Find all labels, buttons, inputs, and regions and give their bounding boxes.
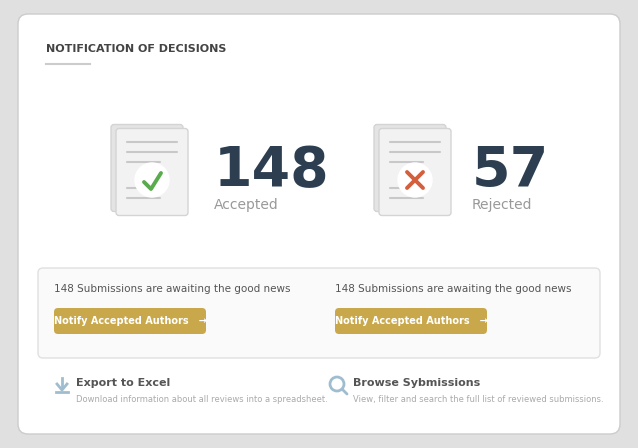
- Circle shape: [135, 163, 169, 197]
- FancyBboxPatch shape: [374, 125, 446, 211]
- Text: Export to Excel: Export to Excel: [76, 378, 170, 388]
- Text: 57: 57: [472, 144, 549, 198]
- Text: View, filter and search the full list of reviewed submissions.: View, filter and search the full list of…: [353, 395, 604, 404]
- Text: 148 Submissions are awaiting the good news: 148 Submissions are awaiting the good ne…: [54, 284, 290, 294]
- Text: Notify Accepted Authors   →: Notify Accepted Authors →: [334, 316, 487, 326]
- Text: Rejected: Rejected: [472, 198, 533, 212]
- Text: Accepted: Accepted: [214, 198, 279, 212]
- FancyBboxPatch shape: [379, 129, 451, 215]
- Text: Notify Accepted Authors   →: Notify Accepted Authors →: [54, 316, 207, 326]
- FancyBboxPatch shape: [38, 268, 600, 358]
- Text: 148: 148: [214, 144, 330, 198]
- FancyBboxPatch shape: [18, 14, 620, 434]
- Circle shape: [398, 163, 432, 197]
- FancyBboxPatch shape: [111, 125, 183, 211]
- FancyBboxPatch shape: [54, 308, 206, 334]
- Text: Browse Sybmissions: Browse Sybmissions: [353, 378, 480, 388]
- FancyBboxPatch shape: [116, 129, 188, 215]
- FancyBboxPatch shape: [335, 308, 487, 334]
- Text: Download information about all reviews into a spreadsheet.: Download information about all reviews i…: [76, 395, 328, 404]
- Text: 148 Submissions are awaiting the good news: 148 Submissions are awaiting the good ne…: [335, 284, 572, 294]
- Text: NOTIFICATION OF DECISIONS: NOTIFICATION OF DECISIONS: [46, 44, 226, 54]
